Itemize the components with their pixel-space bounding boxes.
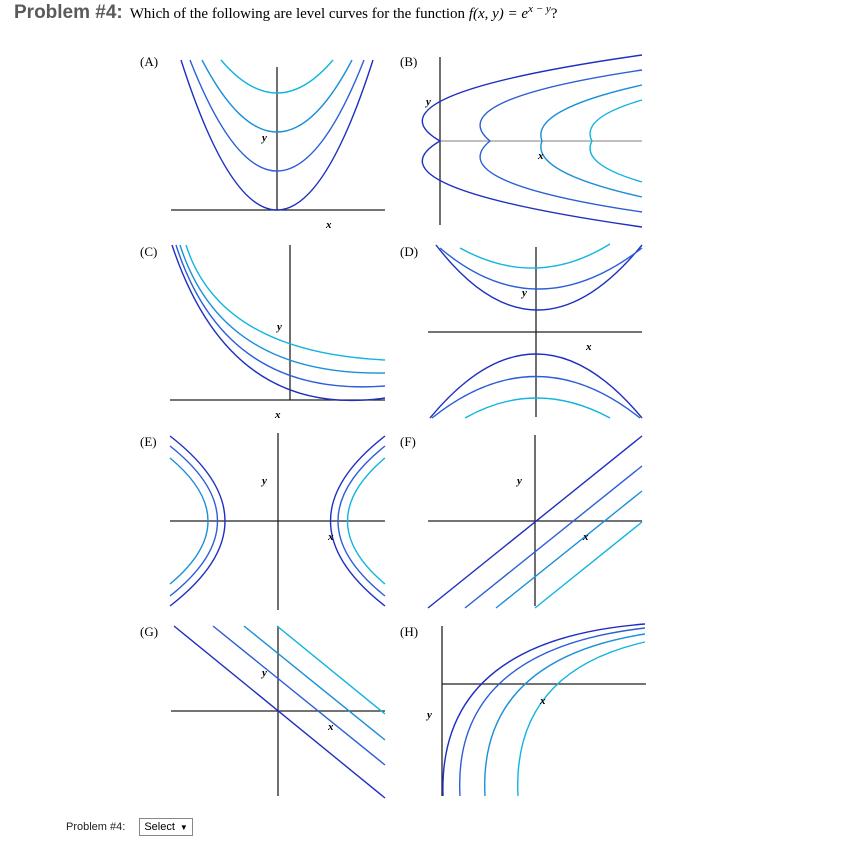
panel-c-y-label: y [275, 321, 282, 333]
panel-f-y-label: y [515, 475, 522, 487]
panel-a-curve-4 [220, 59, 334, 94]
panel-d-label: (D) [400, 244, 418, 259]
answer-select[interactable]: Select ▼ [139, 818, 193, 836]
panel-e: (E) x y [140, 433, 386, 610]
panel-c-curve-3 [179, 244, 386, 374]
panel-h-curve-1 [442, 623, 646, 797]
question-mark: ? [550, 6, 558, 22]
panel-d-curve-bottom-2 [431, 375, 641, 419]
panel-e-curve-left-2 [169, 445, 218, 597]
panel-d: (D) x y [400, 243, 643, 419]
panel-b-label: (B) [400, 54, 417, 69]
panel-b-curve-1 [421, 54, 643, 228]
panel-g: (G) x y [140, 624, 386, 799]
panel-e-curve-left-3 [169, 457, 209, 585]
problem-number: Problem #4: [14, 2, 123, 23]
answer-row: Problem #4: Select ▼ [66, 818, 193, 836]
question-sentence: Which of the following are level curves … [129, 6, 466, 22]
panel-e-curve-right-1 [329, 435, 386, 607]
panel-h-curve-2 [459, 627, 646, 797]
answer-label: Problem #4: [66, 821, 126, 833]
panel-h-curve-3 [484, 633, 646, 797]
panel-d-curve-bottom-1 [429, 353, 643, 419]
panel-a-curve-1 [180, 59, 374, 211]
panel-g-line-2 [212, 625, 386, 766]
panel-c-x-label: x [274, 409, 281, 421]
panel-g-label: (G) [140, 624, 158, 639]
panel-c-curve-1 [171, 244, 386, 402]
panel-d-x-label: x [585, 341, 592, 353]
panel-e-curve-left-1 [169, 435, 226, 607]
panel-c-curve-4 [185, 244, 386, 361]
panel-f-line-3 [495, 490, 643, 609]
panel-c-curve-2 [175, 244, 386, 388]
panel-b-curve-3 [540, 84, 643, 198]
panel-h-y-label: y [425, 709, 432, 721]
panel-c: (C) x y [140, 244, 386, 421]
panel-g-y-label: y [260, 667, 267, 679]
panel-h: (H) x y [400, 623, 646, 797]
panel-e-x-label: x [327, 531, 334, 543]
panel-b-x-label: x [537, 150, 544, 162]
panel-e-curve-right-3 [346, 457, 386, 585]
panel-e-curve-right-2 [337, 445, 386, 597]
panel-g-line-1 [173, 625, 386, 799]
panel-f-x-label: x [582, 531, 589, 543]
panel-d-curve-top-1 [435, 244, 643, 311]
question-text: Which of the following are level curves … [130, 3, 558, 23]
answer-select-value: Select [144, 821, 175, 833]
function-exponent: x − y [528, 3, 551, 15]
panel-f: (F) x y [400, 434, 643, 609]
panel-e-y-label: y [260, 475, 267, 487]
panel-e-label: (E) [140, 434, 157, 449]
panel-f-line-4 [534, 521, 643, 609]
panel-a: (A) x y [140, 54, 385, 231]
panel-g-line-4 [276, 625, 386, 715]
panel-a-curve-2 [189, 59, 365, 172]
panel-a-y-label: y [260, 132, 267, 144]
panel-d-curve-bottom-3 [464, 397, 611, 419]
panel-d-curve-top-3 [459, 243, 611, 269]
panel-f-label: (F) [400, 434, 416, 449]
panel-g-x-label: x [327, 721, 334, 733]
panel-h-label: (H) [400, 624, 418, 639]
panel-h-curve-4 [517, 641, 646, 797]
panel-d-curve-top-2 [439, 247, 643, 290]
panel-c-label: (C) [140, 244, 157, 259]
panel-b: (B) x y [400, 54, 643, 228]
panel-b-curve-2 [479, 69, 643, 213]
panel-f-line-2 [464, 465, 643, 609]
panel-a-curve-3 [201, 59, 353, 133]
panel-g-line-3 [243, 625, 386, 741]
panel-b-curve-4 [589, 99, 643, 183]
triangle-down-icon: ▼ [179, 822, 188, 832]
panel-f-line-1 [427, 435, 643, 609]
panel-d-y-label: y [520, 287, 527, 299]
panel-a-label: (A) [140, 54, 158, 69]
panel-a-x-label: x [325, 219, 332, 231]
panel-b-y-label: y [424, 96, 431, 108]
panel-h-x-label: x [539, 695, 546, 707]
function-expression: f(x, y) = e [468, 6, 529, 22]
problem-title: Problem #4: Which of the following are l… [14, 2, 557, 30]
